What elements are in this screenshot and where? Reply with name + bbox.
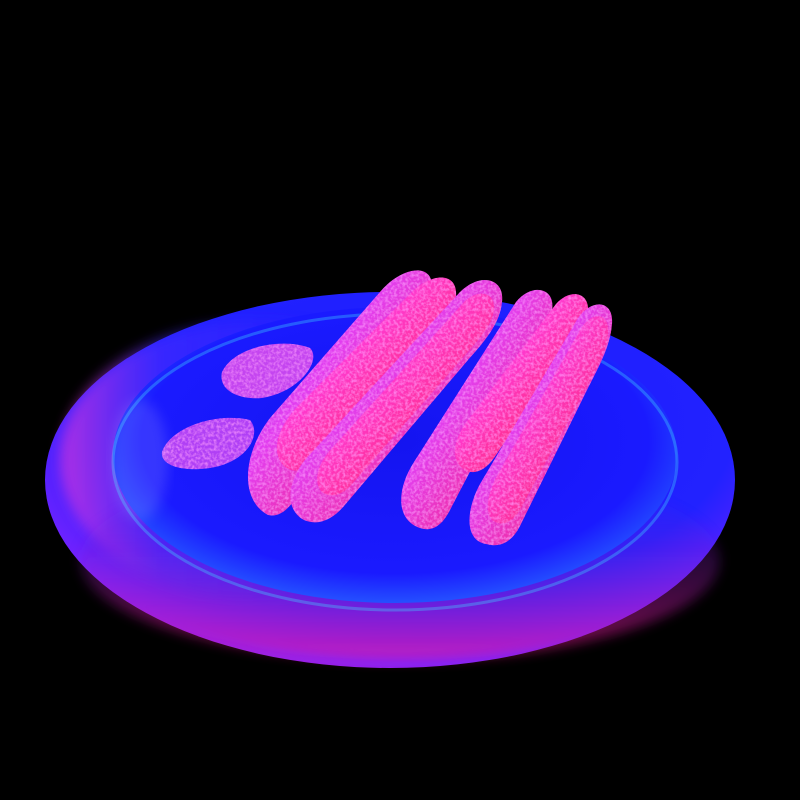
sausage xyxy=(454,294,589,473)
hot-dog-4 xyxy=(469,304,613,546)
hot-dog-2 xyxy=(290,279,503,523)
sausage xyxy=(487,316,609,524)
hot-dogs xyxy=(247,270,613,546)
sausage xyxy=(317,293,495,496)
hot-dog-1 xyxy=(247,270,457,516)
side-food xyxy=(161,343,314,470)
side-piece-upper xyxy=(221,343,314,399)
hot-dog-3 xyxy=(401,289,589,530)
plate-rim-sheen xyxy=(112,400,168,520)
side-piece-lower xyxy=(161,417,255,470)
sausage xyxy=(276,277,457,471)
